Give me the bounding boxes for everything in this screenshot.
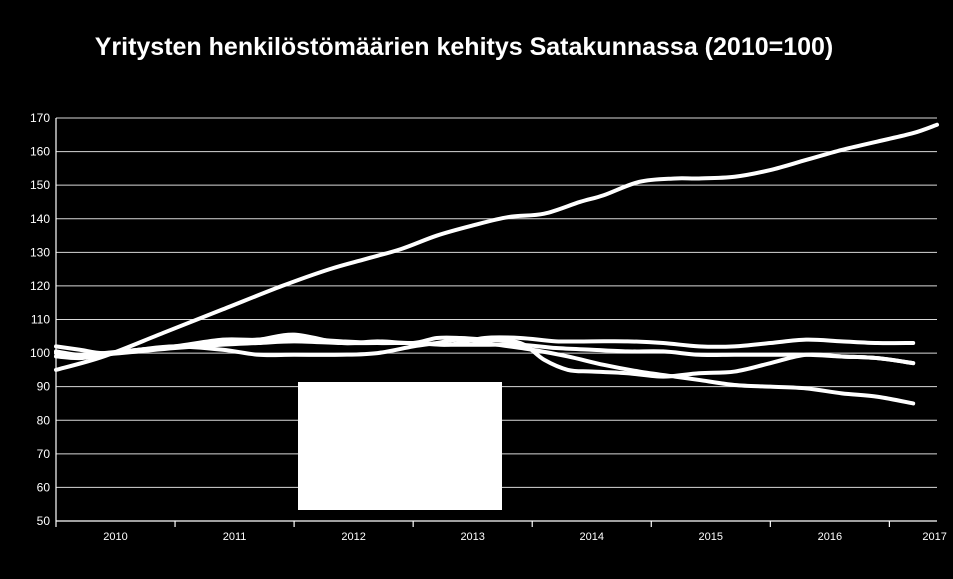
x-axis: 2010 2011 2012 2013 2014 2015 2016 2017: [55, 520, 947, 543]
x-tick-label: 2013: [460, 531, 484, 543]
x-tick-label: 2017: [922, 531, 946, 543]
y-tick-label: 110: [31, 313, 50, 327]
y-tick-label: 70: [37, 447, 51, 461]
series-line-1: [54, 122, 939, 372]
y-tick-label: 120: [30, 279, 50, 293]
y-tick-label: 140: [30, 212, 50, 226]
x-tick-label: 2014: [580, 531, 604, 543]
y-tick-label: 170: [30, 111, 50, 125]
x-tick-label: 2016: [818, 531, 842, 543]
x-tick-label: 2015: [699, 531, 723, 543]
blank-box-overlay: [298, 382, 502, 510]
x-tick-label: 2010: [103, 531, 127, 543]
y-tick-label: 100: [30, 346, 50, 360]
y-tick-label: 90: [37, 380, 51, 394]
series-line-5: [54, 339, 916, 366]
chart-title: Yritysten henkilöstömäärien kehitys Sata…: [95, 33, 834, 61]
y-tick-label: 130: [30, 245, 50, 259]
series-layer: [54, 122, 939, 406]
y-axis: 50 60 70 80 90 100 110 120 130 140 150 160 170: [30, 111, 57, 528]
y-tick-label: 60: [37, 480, 51, 494]
y-tick-label: 50: [37, 514, 51, 528]
x-tick-label: 2012: [341, 531, 365, 543]
series-line-3: [54, 332, 916, 379]
y-tick-label: 80: [37, 413, 51, 427]
y-tick-label: 150: [30, 178, 50, 192]
y-tick-label: 160: [30, 145, 50, 159]
x-tick-label: 2011: [223, 531, 247, 543]
